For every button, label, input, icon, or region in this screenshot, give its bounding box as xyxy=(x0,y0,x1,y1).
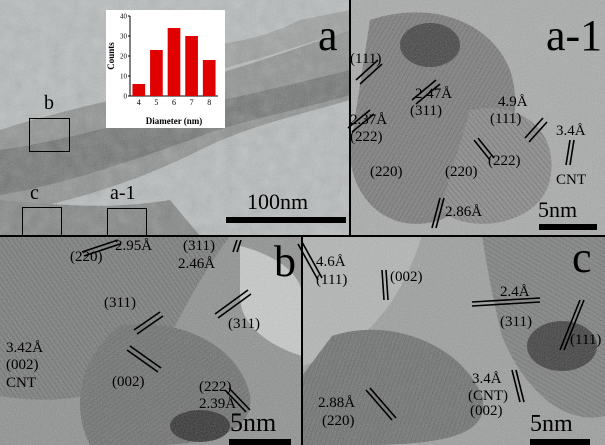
a1-ann-6: (111) xyxy=(490,111,522,127)
panel-a-label: a xyxy=(318,11,338,60)
b-ann-0: (220) xyxy=(70,249,103,265)
b-ann-8: CNT xyxy=(6,375,36,391)
c-ann-8: (002) xyxy=(470,403,503,419)
c-ann-7: (CNT) xyxy=(468,388,508,404)
panel-c-image xyxy=(302,236,605,445)
b-ann-6: 3.42Å xyxy=(6,340,44,356)
b-ann-10: (222) xyxy=(199,379,232,395)
a1-ann-3: 2.37Å xyxy=(350,112,388,128)
c-ann-2: (002) xyxy=(390,269,423,285)
a1-ann-8: CNT xyxy=(556,172,586,188)
histogram-x-tick-label: 6 xyxy=(172,98,176,107)
panel-a-scale-text: 100nm xyxy=(247,189,309,214)
region-a1-label: a-1 xyxy=(110,182,136,204)
b-ann-7: (002) xyxy=(6,357,39,373)
a1-ann-5: 4.9Å xyxy=(498,94,528,110)
c-ann-10: (220) xyxy=(322,413,355,429)
c-ann-5: (111) xyxy=(570,332,602,348)
panel-a1-scale-text: 5nm xyxy=(538,197,578,222)
b-ann-4: (311) xyxy=(104,295,136,311)
a1-ann-11: (220) xyxy=(445,164,478,180)
panel-b-scale-bar xyxy=(229,439,291,445)
b-ann-2: (311) xyxy=(183,238,215,254)
histogram-x-axis-label: Diameter (nm) xyxy=(146,116,203,126)
panel-a1-image xyxy=(350,0,605,236)
histogram-y-axis-label: Counts xyxy=(106,42,116,70)
region-a1-box[interactable] xyxy=(107,208,147,236)
histogram-y-tick-label: 10 xyxy=(120,73,128,81)
histogram-x-tick-label: 5 xyxy=(154,98,158,107)
panel-a1-scale-bar xyxy=(539,224,597,230)
region-c-box[interactable] xyxy=(22,207,62,236)
a1-ann-1: 2.47Å xyxy=(415,86,453,102)
histogram-y-tick-label: 20 xyxy=(120,53,128,61)
a1-ann-12: 2.86Å xyxy=(445,204,483,220)
panel-b-image xyxy=(0,236,302,445)
c-ann-0: 4.6Å xyxy=(316,254,346,270)
histogram-x-tick-label: 8 xyxy=(207,98,211,107)
panel-b-scale-text: 5nm xyxy=(230,408,277,437)
b-ann-9: (002) xyxy=(112,374,145,390)
histogram-bar xyxy=(150,50,163,96)
panel-c-scale-bar xyxy=(530,439,590,445)
histogram-y-tick-label: 30 xyxy=(120,33,128,41)
a1-ann-2: (311) xyxy=(410,103,442,119)
panel-a1: a-1 (111) 2.47Å (311) 2.37Å (222) 4.9Å (… xyxy=(350,0,605,236)
a1-ann-0: (111) xyxy=(350,51,382,67)
region-c-label: c xyxy=(30,182,39,204)
c-ann-4: (311) xyxy=(500,314,532,330)
histogram-bar xyxy=(167,28,181,96)
c-ann-1: (111) xyxy=(316,272,348,288)
a1-ann-9: (222) xyxy=(488,153,521,169)
b-ann-5: (311) xyxy=(228,316,260,332)
region-b-label: b xyxy=(44,92,54,114)
a1-ann-10: (220) xyxy=(370,164,403,180)
panel-c-label: c xyxy=(572,236,592,282)
histogram-svg: 0 10 20 30 40 4 5 6 7 8 Diameter (nm) Counts xyxy=(106,13,218,126)
region-b-box[interactable] xyxy=(29,118,70,152)
histogram-x-tick-label: 7 xyxy=(190,98,194,107)
c-ann-3: 2.4Å xyxy=(500,284,530,300)
a1-ann-4: (222) xyxy=(350,129,383,145)
panel-c-scale-text: 5nm xyxy=(530,411,573,437)
histogram-x-tick-label: 4 xyxy=(137,98,141,107)
c-ann-9: 2.88Å xyxy=(318,395,356,411)
diameter-histogram: 0 10 20 30 40 4 5 6 7 8 Diameter (nm) Counts xyxy=(106,10,225,128)
c-ann-6: 3.4Å xyxy=(472,371,502,387)
histogram-y-tick-label: 0 xyxy=(124,93,128,101)
histogram-bar xyxy=(202,60,216,96)
histogram-bar xyxy=(185,36,198,96)
panel-a-scale-bar xyxy=(226,217,346,223)
panel-a: a b c a-1 100nm xyxy=(0,0,350,236)
panel-b-label: b xyxy=(274,237,296,286)
panel-c: c 4.6Å (111) (002) 2.4Å (311) (111) 3.4Å… xyxy=(302,236,605,445)
histogram-y-tick-label: 40 xyxy=(120,13,128,21)
panel-a1-label: a-1 xyxy=(546,11,603,60)
b-ann-1: 2.95Å xyxy=(115,238,153,254)
a1-ann-7: 3.4Å xyxy=(556,123,586,139)
panel-b: b (220) 2.95Å (311) 2.46Å (311) (311) 3.… xyxy=(0,236,302,445)
b-ann-3: 2.46Å xyxy=(178,256,216,272)
histogram-bar xyxy=(132,84,146,96)
